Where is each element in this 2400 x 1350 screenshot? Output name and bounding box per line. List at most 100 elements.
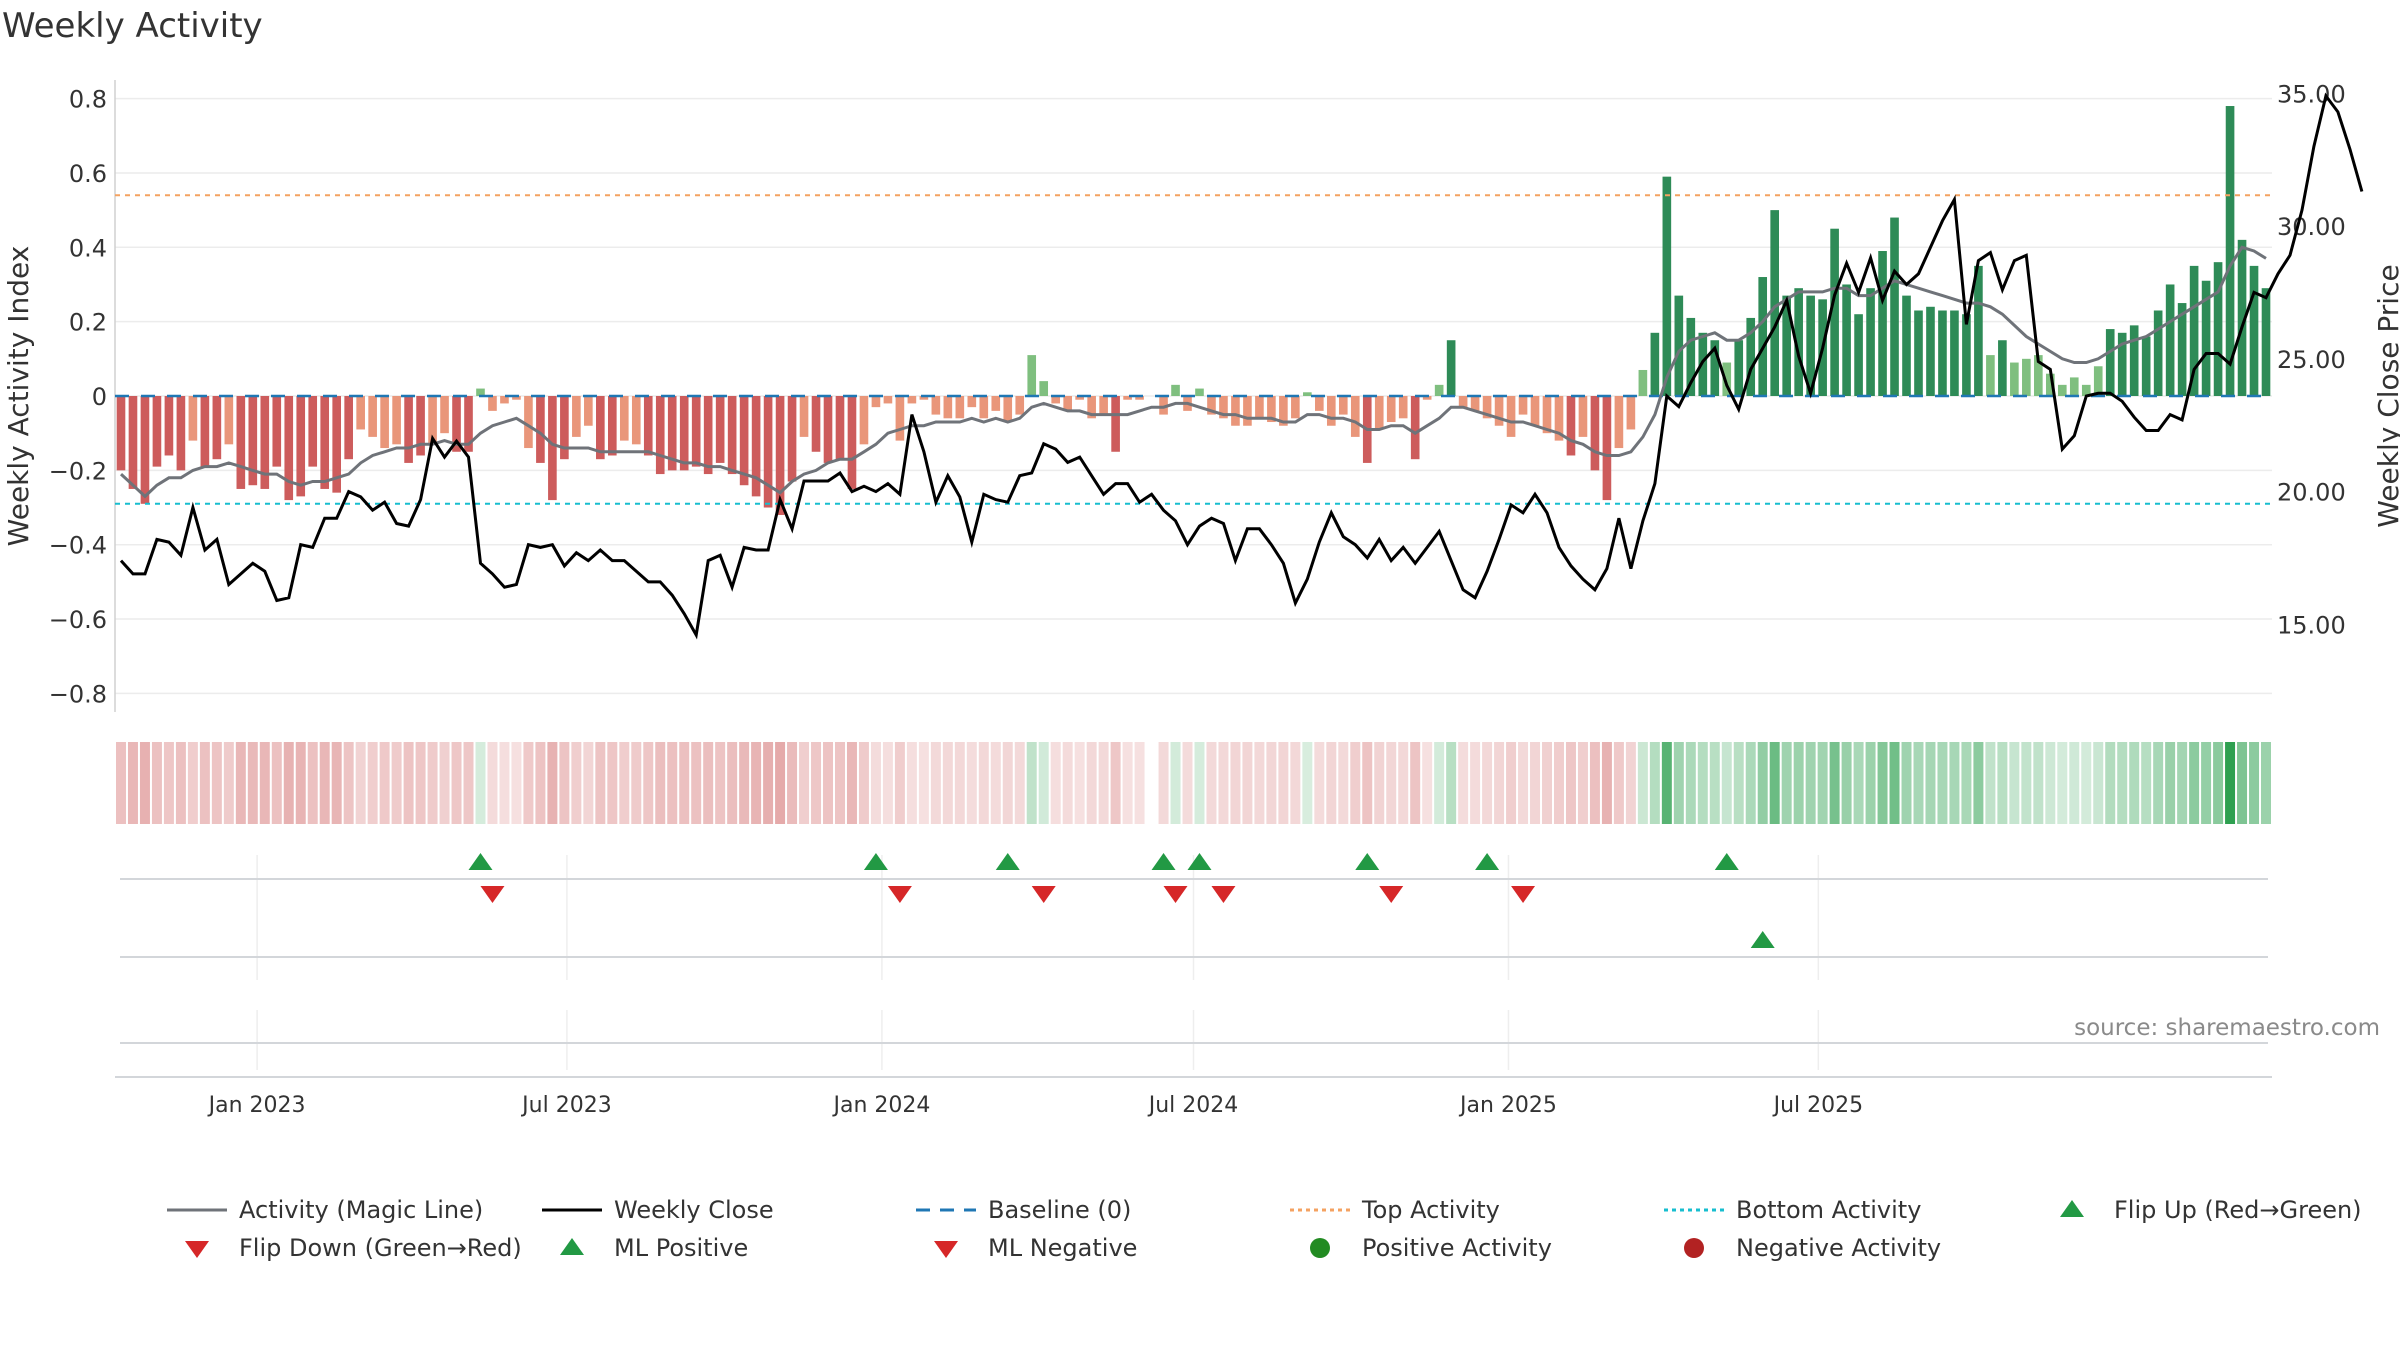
legend-label: Flip Up (Red→Green) [2114, 1196, 2362, 1224]
activity-strip-cell [930, 742, 941, 824]
legend-item-bottom-activity[interactable]: Bottom Activity [1662, 1195, 1921, 1225]
legend-item-top-activity[interactable]: Top Activity [1288, 1195, 1500, 1225]
activity-strip-cell [1661, 742, 1672, 824]
legend-item-flip-up[interactable]: Flip Up (Red→Green) [2040, 1195, 2362, 1225]
x-tick-label: Jan 2025 [1458, 1093, 1557, 1118]
activity-strip-cell [1554, 742, 1564, 824]
activity-bar [356, 396, 365, 430]
activity-bar [1506, 396, 1516, 437]
x-tick-label: Jul 2025 [1772, 1093, 1864, 1118]
legend-item-ml-positive[interactable]: ML Positive [540, 1233, 748, 1263]
activity-strip-cell [1961, 742, 1972, 824]
activity-bar [967, 396, 977, 408]
activity-strip-cell [1853, 742, 1864, 824]
activity-strip-cell [1673, 742, 1684, 824]
activity-bar [2117, 332, 2127, 396]
flip-down-icon [185, 1241, 209, 1258]
activity-strip-cell [1769, 742, 1780, 824]
activity-bar [991, 396, 1001, 411]
activity-strip-cell [523, 742, 534, 824]
activity-bar [1518, 396, 1528, 415]
activity-bar [1758, 277, 1768, 396]
activity-bar [2249, 265, 2259, 396]
legend-item-positive-activity[interactable]: Positive Activity [1288, 1233, 1552, 1263]
activity-bar [1914, 310, 1923, 396]
activity-bar [1027, 355, 1037, 396]
activity-bar [1566, 396, 1576, 456]
activity-strip-cell [2033, 742, 2044, 824]
activity-bar [787, 396, 797, 482]
activity-strip-cell [2021, 742, 2032, 824]
x-tick-label: Jul 2024 [1147, 1093, 1239, 1118]
activity-strip-cell [858, 742, 869, 824]
activity-bar [1291, 396, 1300, 419]
activity-strip-cell [1098, 742, 1109, 824]
activity-strip-cell [487, 742, 498, 824]
legend-item-magic-line[interactable]: Activity (Magic Line) [165, 1195, 483, 1225]
activity-strip-cell [2045, 742, 2056, 824]
activity-bar [1398, 396, 1408, 419]
activity-bar [931, 396, 941, 415]
activity-strip-cell [1218, 742, 1229, 824]
activity-strip-cell [2249, 742, 2260, 824]
activity-bar [1878, 251, 1887, 396]
activity-strip-cell [1805, 742, 1816, 824]
flip-up-marker [1187, 853, 1212, 870]
activity-strip-cell [1170, 742, 1181, 824]
activity-strip-cell [1338, 742, 1349, 824]
x-tick-label: Jul 2023 [520, 1093, 612, 1118]
positive-activity-icon [1310, 1238, 1330, 1258]
activity-bar [1386, 396, 1396, 423]
legend-item-negative-activity[interactable]: Negative Activity [1662, 1233, 1941, 1263]
y-tick-label-right: 25.00 [2277, 346, 2346, 374]
activity-strip-cell [691, 742, 702, 824]
activity-strip-cell [415, 742, 426, 824]
bottom-activity-swatch [1664, 1208, 1724, 1212]
legend-label: Bottom Activity [1736, 1196, 1922, 1224]
activity-strip-cell [199, 742, 210, 824]
legend-item-ml-negative[interactable]: ML Negative [914, 1233, 1137, 1263]
y-tick-label-right: 20.00 [2277, 479, 2346, 507]
activity-strip-cell [1290, 742, 1301, 824]
activity-strip-cell [1326, 742, 1337, 824]
activity-strip-cell [763, 742, 774, 824]
activity-bar [284, 396, 294, 501]
activity-bar [524, 396, 533, 449]
activity-bar [2141, 336, 2151, 396]
y-tick-label-left: −0.6 [49, 606, 107, 634]
legend-item-flip-down[interactable]: Flip Down (Green→Red) [165, 1233, 522, 1263]
activity-bar [500, 396, 509, 404]
activity-bar [1207, 396, 1216, 415]
activity-strip-cell [1110, 742, 1121, 824]
activity-bar [1770, 210, 1780, 396]
activity-bar [1662, 176, 1672, 396]
activity-bar [691, 396, 701, 467]
activity-bar [428, 396, 437, 445]
activity-strip-cell [655, 742, 666, 824]
activity-bar [715, 396, 725, 463]
activity-bar [2129, 325, 2139, 396]
activity-strip-cell [1697, 742, 1708, 824]
activity-strip-cell [1314, 742, 1325, 824]
activity-strip-cell [2189, 742, 2200, 824]
legend-item-weekly-close[interactable]: Weekly Close [540, 1195, 774, 1225]
activity-strip-cell [235, 742, 246, 824]
activity-bar [1135, 396, 1144, 400]
activity-strip-cell [715, 742, 726, 824]
activity-strip-cell [1985, 742, 1996, 824]
ml-positive-marker [1750, 931, 1775, 948]
legend-item-baseline[interactable]: Baseline (0) [914, 1195, 1131, 1225]
activity-bar [2057, 384, 2067, 396]
activity-strip-cell [559, 742, 570, 824]
activity-strip-cell [739, 742, 750, 824]
activity-bar [1590, 396, 1600, 471]
activity-strip-cell [2141, 742, 2152, 824]
flip-down-marker [480, 886, 505, 903]
activity-bar [883, 396, 893, 404]
activity-strip-cell [211, 742, 222, 824]
activity-bar [979, 396, 989, 419]
y-tick-label-right: 35.00 [2277, 80, 2346, 108]
activity-strip-cell [1949, 742, 1960, 824]
activity-bar [2177, 303, 2187, 396]
activity-bar [1159, 396, 1168, 415]
